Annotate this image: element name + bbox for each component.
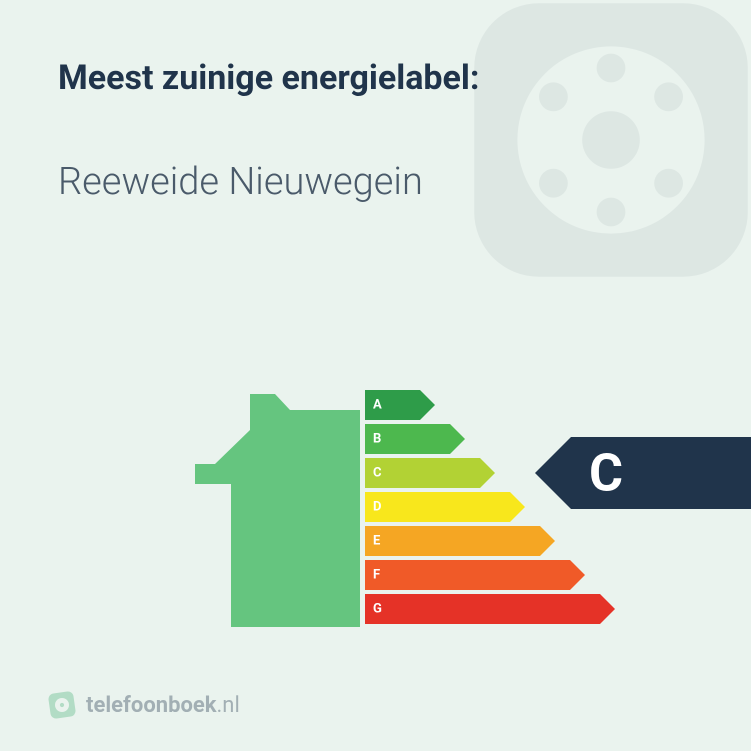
energy-bar-letter: B: [373, 432, 381, 447]
energy-bar-a: A: [365, 390, 435, 420]
energy-bar-letter: F: [373, 568, 380, 583]
location-name: Reeweide Nieuwegein: [58, 160, 423, 204]
energy-bar-letter: E: [373, 534, 380, 549]
house-icon: [195, 382, 365, 636]
energy-bar-b: B: [365, 424, 465, 454]
energy-bar-row: F: [365, 560, 615, 590]
energy-bar-letter: C: [373, 466, 382, 481]
energy-bar-g: G: [365, 594, 615, 624]
energy-bar-c: C: [365, 458, 495, 488]
footer-brand: telefoonboek.nl: [48, 691, 240, 719]
energy-bar-letter: G: [373, 602, 382, 617]
energy-bar-row: E: [365, 526, 615, 556]
energy-bar-letter: A: [373, 398, 382, 413]
page-title: Meest zuinige energielabel:: [58, 58, 480, 98]
selected-label-tag: C: [535, 437, 751, 509]
energy-bar-letter: D: [373, 500, 381, 515]
energy-bar-f: F: [365, 560, 585, 590]
energy-bar-e: E: [365, 526, 555, 556]
energy-label-chart: A B C D E F G C: [195, 382, 751, 642]
energy-bar-d: D: [365, 492, 525, 522]
energy-bar-row: A: [365, 390, 615, 420]
brand-name-bold: telefoonboek: [86, 693, 217, 718]
brand-text: telefoonboek.nl: [86, 693, 240, 718]
selected-label-letter: C: [589, 443, 623, 504]
energy-bar-row: G: [365, 594, 615, 624]
watermark-phone-icon: [431, 0, 751, 320]
brand-name-light: .nl: [217, 693, 240, 718]
brand-logo-icon: [48, 691, 76, 719]
